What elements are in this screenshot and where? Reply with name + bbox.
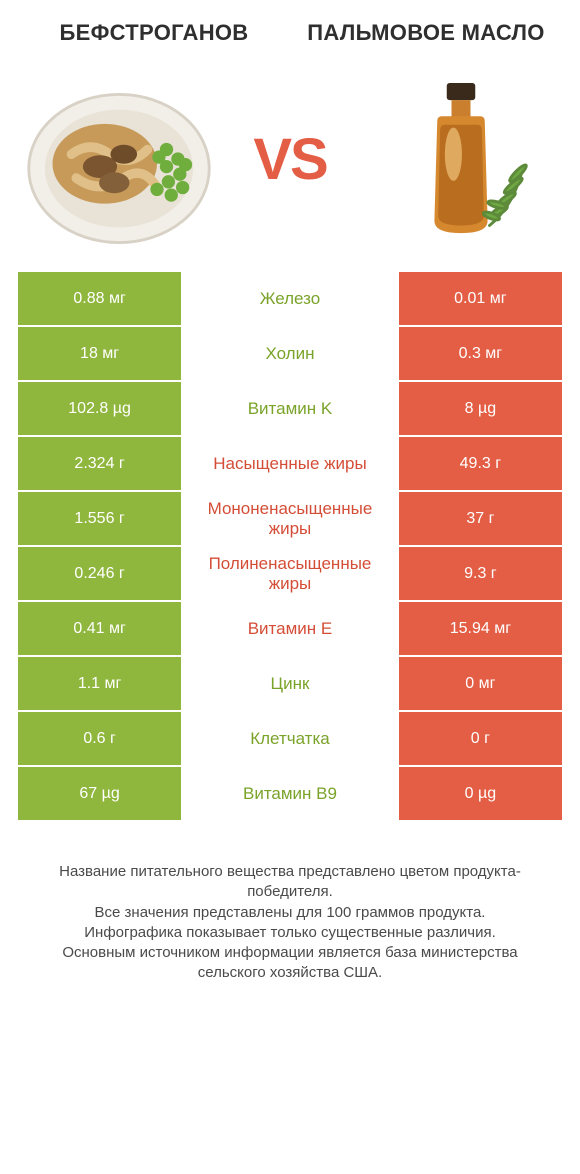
title-right: ПАЛЬМОВОЕ МАСЛО [306, 20, 545, 46]
footer-line: Название питательного вещества представл… [28, 862, 552, 903]
value-right: 8 µg [399, 382, 562, 437]
table-row: 102.8 µgВитамин K8 µg [18, 382, 562, 437]
food-illustration-right [366, 64, 556, 254]
value-right: 0.3 мг [399, 327, 562, 382]
value-right: 37 г [399, 492, 562, 547]
footer-notes: Название питательного вещества представл… [18, 862, 562, 984]
nutrient-label: Полиненасыщенные жиры [181, 547, 399, 602]
value-right: 15.94 мг [399, 602, 562, 657]
footer-line: Все значения представлены для 100 граммо… [28, 903, 552, 923]
table-row: 2.324 гНасыщенные жиры49.3 г [18, 437, 562, 492]
value-right: 9.3 г [399, 547, 562, 602]
value-left: 1.1 мг [18, 657, 181, 712]
comparison-table: 0.88 мгЖелезо0.01 мг18 мгХолин0.3 мг102.… [18, 272, 562, 822]
value-left: 1.556 г [18, 492, 181, 547]
nutrient-label: Клетчатка [181, 712, 399, 767]
nutrient-label: Витамин B9 [181, 767, 399, 822]
hero: VS [18, 64, 562, 254]
value-left: 0.88 мг [18, 272, 181, 327]
table-row: 1.1 мгЦинк0 мг [18, 657, 562, 712]
value-right: 0 µg [399, 767, 562, 822]
value-left: 18 мг [18, 327, 181, 382]
nutrient-label: Витамин K [181, 382, 399, 437]
vs-label: VS [253, 126, 326, 193]
value-left: 2.324 г [18, 437, 181, 492]
table-row: 0.41 мгВитамин E15.94 мг [18, 602, 562, 657]
value-right: 49.3 г [399, 437, 562, 492]
value-left: 102.8 µg [18, 382, 181, 437]
header: БЕФСТРОГАНОВ ПАЛЬМОВОЕ МАСЛО [18, 20, 562, 46]
value-left: 67 µg [18, 767, 181, 822]
table-row: 0.88 мгЖелезо0.01 мг [18, 272, 562, 327]
nutrient-label: Мононенасыщенные жиры [181, 492, 399, 547]
food-illustration-left [24, 64, 214, 254]
nutrient-label: Цинк [181, 657, 399, 712]
table-row: 18 мгХолин0.3 мг [18, 327, 562, 382]
value-left: 0.41 мг [18, 602, 181, 657]
value-right: 0.01 мг [399, 272, 562, 327]
table-row: 0.6 гКлетчатка0 г [18, 712, 562, 767]
value-right: 0 мг [399, 657, 562, 712]
nutrient-label: Витамин E [181, 602, 399, 657]
nutrient-label: Железо [181, 272, 399, 327]
nutrient-label: Насыщенные жиры [181, 437, 399, 492]
table-row: 1.556 гМононенасыщенные жиры37 г [18, 492, 562, 547]
footer-line: Основным источником информации является … [28, 943, 552, 984]
value-left: 0.6 г [18, 712, 181, 767]
title-left: БЕФСТРОГАНОВ [34, 20, 273, 46]
nutrient-label: Холин [181, 327, 399, 382]
value-right: 0 г [399, 712, 562, 767]
value-left: 0.246 г [18, 547, 181, 602]
table-row: 0.246 гПолиненасыщенные жиры9.3 г [18, 547, 562, 602]
footer-line: Инфографика показывает только существенн… [28, 923, 552, 943]
table-row: 67 µgВитамин B90 µg [18, 767, 562, 822]
